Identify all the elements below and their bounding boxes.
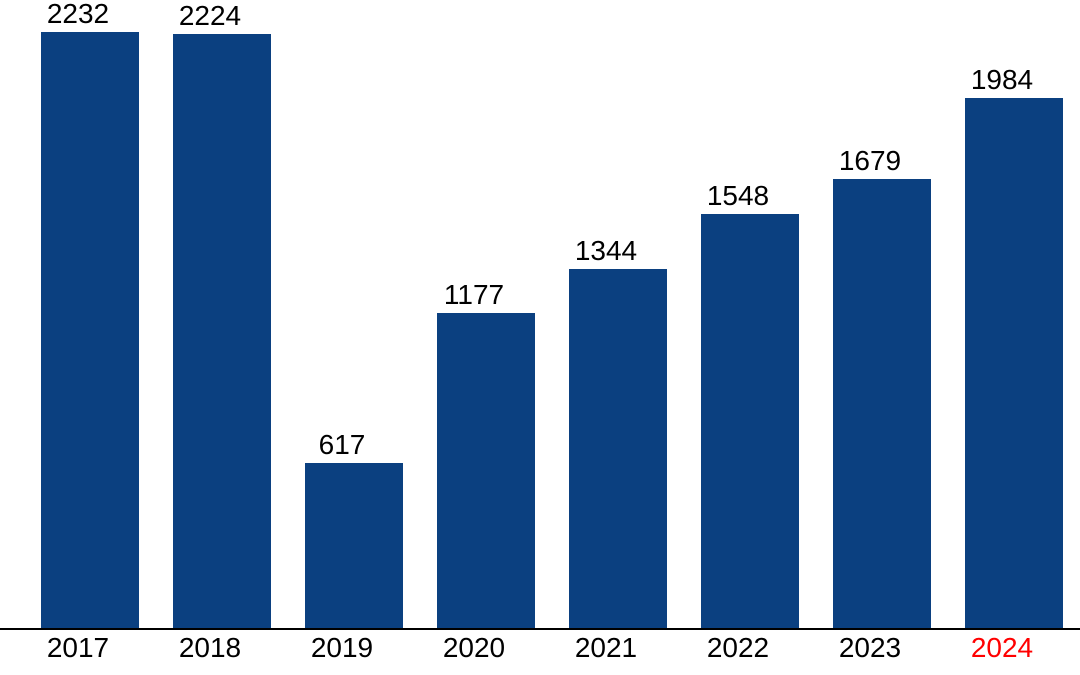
bar — [437, 313, 535, 628]
bar — [173, 34, 271, 628]
bar-value-label: 1679 — [804, 145, 936, 177]
bar — [965, 98, 1063, 628]
bar — [701, 214, 799, 628]
plot-area — [12, 0, 1068, 628]
category-label: 2020 — [408, 632, 540, 664]
bar — [569, 269, 667, 628]
bar-chart: 2232 2017 2224 2018 617 2019 1177 2020 1344 2021 1… — [0, 0, 1080, 675]
bar — [833, 179, 931, 628]
x-axis-baseline — [0, 628, 1080, 630]
bar — [41, 32, 139, 628]
category-label: 2023 — [804, 632, 936, 664]
category-label: 2021 — [540, 632, 672, 664]
bar-value-label: 1177 — [408, 279, 540, 311]
category-label: 2019 — [276, 632, 408, 664]
category-label: 2022 — [672, 632, 804, 664]
category-label: 2018 — [144, 632, 276, 664]
bar — [305, 463, 403, 628]
bar-value-label: 617 — [276, 429, 408, 461]
bar-value-label: 1984 — [936, 64, 1068, 96]
bar-value-label: 2232 — [12, 0, 144, 30]
category-label: 2024 — [936, 632, 1068, 664]
bar-value-label: 1548 — [672, 180, 804, 212]
bar-value-label: 2224 — [144, 0, 276, 32]
category-label: 2017 — [12, 632, 144, 664]
bar-value-label: 1344 — [540, 235, 672, 267]
